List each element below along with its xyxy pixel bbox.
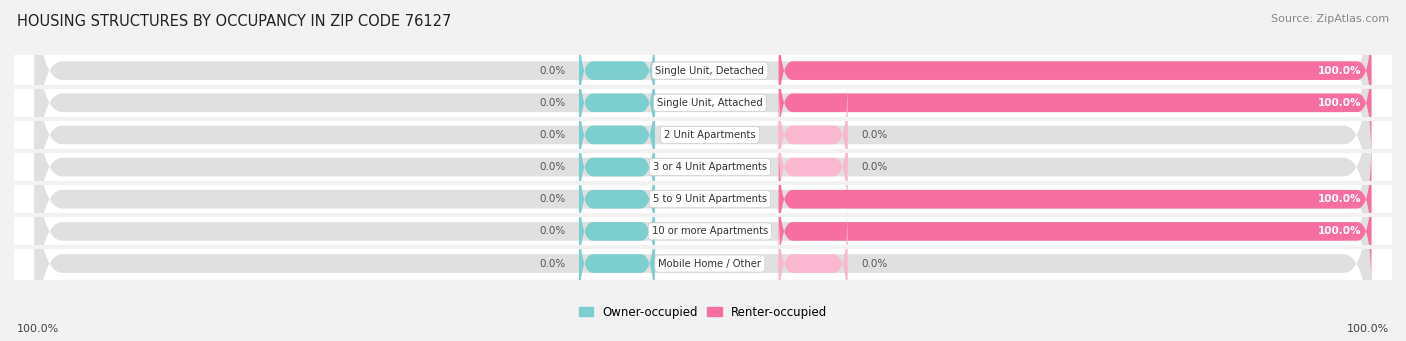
FancyBboxPatch shape bbox=[579, 176, 655, 286]
Text: 0.0%: 0.0% bbox=[538, 65, 565, 76]
Text: 100.0%: 100.0% bbox=[1317, 98, 1361, 108]
FancyBboxPatch shape bbox=[14, 87, 1392, 119]
Legend: Owner-occupied, Renter-occupied: Owner-occupied, Renter-occupied bbox=[574, 301, 832, 323]
Text: 0.0%: 0.0% bbox=[538, 130, 565, 140]
FancyBboxPatch shape bbox=[579, 112, 655, 222]
Text: 5 to 9 Unit Apartments: 5 to 9 Unit Apartments bbox=[652, 194, 766, 204]
Text: Single Unit, Detached: Single Unit, Detached bbox=[655, 65, 765, 76]
Text: 0.0%: 0.0% bbox=[538, 194, 565, 204]
FancyBboxPatch shape bbox=[14, 55, 1392, 87]
Text: 0.0%: 0.0% bbox=[862, 258, 887, 269]
FancyBboxPatch shape bbox=[35, 80, 1371, 318]
Text: 100.0%: 100.0% bbox=[1317, 194, 1361, 204]
FancyBboxPatch shape bbox=[579, 80, 655, 190]
Text: 100.0%: 100.0% bbox=[1317, 65, 1361, 76]
Text: HOUSING STRUCTURES BY OCCUPANCY IN ZIP CODE 76127: HOUSING STRUCTURES BY OCCUPANCY IN ZIP C… bbox=[17, 14, 451, 29]
FancyBboxPatch shape bbox=[35, 48, 1371, 286]
FancyBboxPatch shape bbox=[35, 144, 1371, 341]
FancyBboxPatch shape bbox=[14, 248, 1392, 280]
Text: 0.0%: 0.0% bbox=[538, 162, 565, 172]
FancyBboxPatch shape bbox=[779, 144, 1371, 254]
Text: Single Unit, Attached: Single Unit, Attached bbox=[657, 98, 763, 108]
Text: 0.0%: 0.0% bbox=[538, 226, 565, 236]
FancyBboxPatch shape bbox=[14, 151, 1392, 183]
Text: 10 or more Apartments: 10 or more Apartments bbox=[652, 226, 768, 236]
Text: 2 Unit Apartments: 2 Unit Apartments bbox=[664, 130, 755, 140]
FancyBboxPatch shape bbox=[779, 48, 1371, 158]
Text: 0.0%: 0.0% bbox=[538, 98, 565, 108]
Text: 100.0%: 100.0% bbox=[1317, 226, 1361, 236]
FancyBboxPatch shape bbox=[579, 48, 655, 158]
Text: Mobile Home / Other: Mobile Home / Other bbox=[658, 258, 762, 269]
Text: 0.0%: 0.0% bbox=[538, 258, 565, 269]
Text: 100.0%: 100.0% bbox=[1347, 324, 1389, 334]
FancyBboxPatch shape bbox=[779, 209, 848, 318]
FancyBboxPatch shape bbox=[35, 0, 1371, 190]
FancyBboxPatch shape bbox=[579, 144, 655, 254]
FancyBboxPatch shape bbox=[35, 0, 1371, 222]
Text: 0.0%: 0.0% bbox=[862, 162, 887, 172]
FancyBboxPatch shape bbox=[779, 176, 1371, 286]
FancyBboxPatch shape bbox=[35, 16, 1371, 254]
FancyBboxPatch shape bbox=[14, 215, 1392, 248]
FancyBboxPatch shape bbox=[579, 209, 655, 318]
FancyBboxPatch shape bbox=[579, 16, 655, 125]
Text: 0.0%: 0.0% bbox=[862, 130, 887, 140]
FancyBboxPatch shape bbox=[779, 80, 848, 190]
FancyBboxPatch shape bbox=[779, 112, 848, 222]
FancyBboxPatch shape bbox=[779, 16, 1371, 125]
Text: 100.0%: 100.0% bbox=[17, 324, 59, 334]
FancyBboxPatch shape bbox=[14, 183, 1392, 215]
Text: 3 or 4 Unit Apartments: 3 or 4 Unit Apartments bbox=[652, 162, 766, 172]
FancyBboxPatch shape bbox=[14, 119, 1392, 151]
FancyBboxPatch shape bbox=[35, 112, 1371, 341]
Text: Source: ZipAtlas.com: Source: ZipAtlas.com bbox=[1271, 14, 1389, 24]
